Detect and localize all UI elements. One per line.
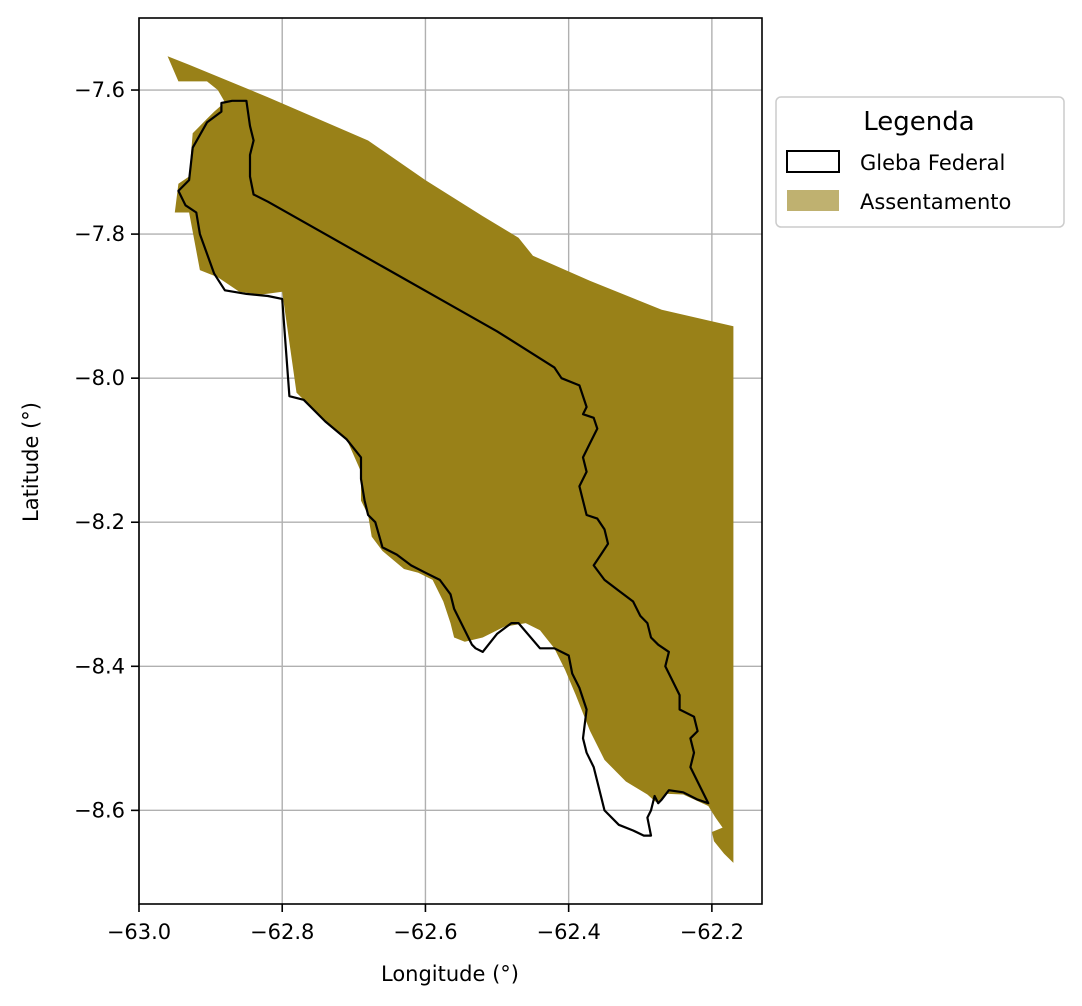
y-tick-label: −8.2 [74,510,125,534]
gleba-federal-outline [177,99,710,837]
x-tick-label: −62.8 [250,920,314,944]
legend-swatch-gleba-federal [786,150,840,173]
x-tick-label: −62.4 [536,920,600,944]
y-tick-label: −8.0 [74,366,125,390]
x-axis-title: Longitude (°) [381,962,519,986]
x-tick-label: −63.0 [107,920,171,944]
assentamento-polygon [167,56,734,863]
axis-ticks: −63.0 −62.8 −62.6 −62.4 −62.2 −7.6 −7.8 −8.0 −8.… [74,78,744,944]
legend-frame [775,96,1065,228]
x-tick-label: −62.2 [680,920,744,944]
y-tick-label: −7.8 [74,222,125,246]
legend-swatch-assentamento [787,190,839,211]
plot-frame [138,17,763,905]
legend-title: Legenda [863,107,974,137]
legend-label-assentamento: Assentamento [860,190,1011,214]
y-axis-title: Latitude (°) [19,402,43,522]
x-tick-label: −62.6 [393,920,457,944]
y-tick-label: −7.6 [74,78,125,102]
legend: Legenda Gleba Federal Assentamento [775,96,1065,228]
y-tick-label: −8.4 [74,654,125,678]
y-tick-label: −8.6 [74,798,125,822]
legend-label-gleba-federal: Gleba Federal [860,151,1005,175]
